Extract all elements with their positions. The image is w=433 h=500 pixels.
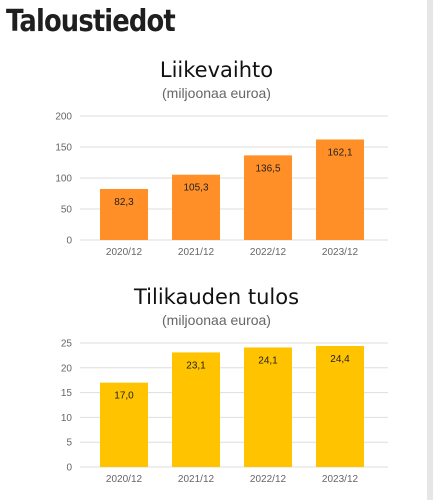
- y-tick-label: 200: [55, 112, 72, 123]
- bar: [100, 188, 148, 240]
- y-tick-label: 150: [55, 143, 72, 154]
- bar-value-label: 105,3: [183, 183, 208, 194]
- y-tick-label: 20: [61, 363, 73, 374]
- chart-title: Liikevaihto: [159, 58, 274, 82]
- bar: [100, 382, 148, 467]
- chart-subtitle: (miljoonaa euroa): [162, 312, 271, 328]
- x-tick-label: 2022/12: [250, 474, 287, 485]
- x-tick-label: 2020/12: [106, 474, 143, 485]
- y-tick-label: 15: [61, 388, 73, 399]
- x-tick-label: 2022/12: [250, 247, 287, 258]
- y-tick-label: 25: [61, 339, 73, 350]
- bar-value-label: 82,3: [114, 197, 134, 208]
- y-tick-label: 100: [55, 174, 72, 185]
- bar-value-label: 162,1: [327, 147, 352, 158]
- x-tick-label: 2021/12: [178, 247, 215, 258]
- bar: [244, 155, 292, 240]
- bar: [172, 174, 220, 240]
- page-title: Taloustiedot: [6, 4, 176, 39]
- chart-title: Tilikauden tulos: [133, 285, 300, 309]
- scroll-edge: [427, 0, 433, 500]
- bar-value-label: 17,0: [114, 391, 134, 402]
- revenue-chart-plot: 0 50 100 150 200 82,3 2020/12 105,3 2021/12 136,5…: [55, 112, 388, 258]
- x-tick-label: 2023/12: [322, 247, 359, 258]
- bar-value-label: 24,1: [258, 355, 278, 366]
- bar: [172, 352, 220, 467]
- profit-chart-plot: 0 5 10 15 20 25 17,0 2020/12 23,1 2021/12 24,1 2022…: [61, 339, 388, 485]
- x-tick-label: 2020/12: [106, 247, 143, 258]
- y-tick-label: 50: [61, 205, 73, 216]
- chart-subtitle: (miljoonaa euroa): [162, 85, 271, 101]
- x-tick-label: 2023/12: [322, 474, 359, 485]
- y-tick-label: 5: [66, 438, 72, 449]
- bar-value-label: 24,4: [330, 354, 350, 365]
- bar: [316, 139, 364, 240]
- y-tick-label: 10: [61, 413, 73, 424]
- bar: [316, 345, 364, 467]
- bar-value-label: 23,1: [186, 360, 206, 371]
- y-tick-label: 0: [66, 463, 72, 474]
- y-tick-label: 0: [66, 236, 72, 247]
- bar: [244, 347, 292, 467]
- x-tick-label: 2021/12: [178, 474, 215, 485]
- bar-value-label: 136,5: [255, 163, 280, 174]
